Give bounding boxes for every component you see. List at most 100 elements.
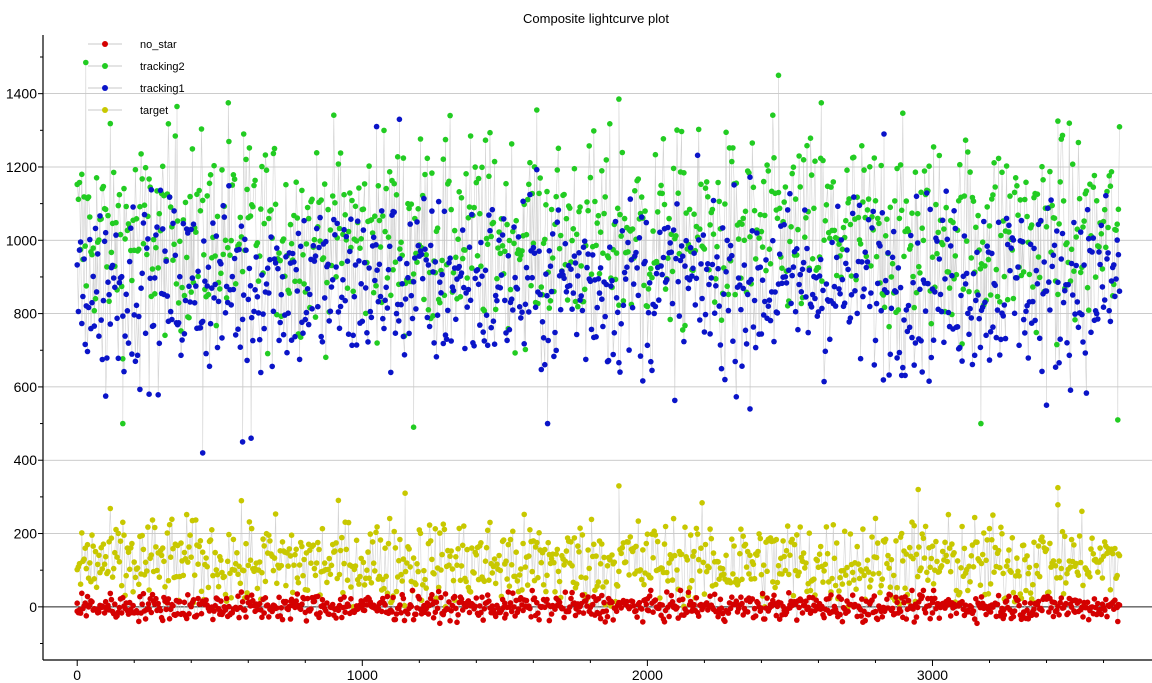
point-tracking1 <box>193 283 199 289</box>
point-tracking2 <box>1096 244 1102 250</box>
point-target <box>924 569 930 576</box>
point-target <box>407 564 414 570</box>
y-tick-label-200: 200 <box>14 526 38 542</box>
point-tracking1 <box>76 247 83 253</box>
point-target <box>867 584 873 590</box>
point-tracking1 <box>380 315 386 322</box>
point-tracking1 <box>471 343 477 349</box>
point-no_star <box>717 596 724 603</box>
point-tracking1 <box>277 319 284 326</box>
point-tracking1 <box>272 260 279 266</box>
point-tracking2 <box>370 289 377 296</box>
point-no_star <box>278 605 285 611</box>
point-tracking1 <box>354 218 361 224</box>
point-tracking2 <box>502 248 508 255</box>
point-target <box>348 584 354 590</box>
legend-marker-no_star <box>102 41 108 47</box>
point-tracking1 <box>532 304 539 311</box>
point-tracking1 <box>333 264 339 270</box>
point-target <box>662 523 669 530</box>
point-tracking1 <box>261 325 268 332</box>
point-tracking1 <box>984 243 990 249</box>
point-tracking1 <box>719 225 726 231</box>
point-target <box>313 560 320 566</box>
point-target <box>260 536 266 542</box>
point-target <box>473 552 480 558</box>
point-tracking1 <box>335 309 342 315</box>
point-tracking1 <box>798 289 805 295</box>
point-tracking1 <box>266 290 272 296</box>
point-tracking2 <box>331 112 337 118</box>
point-tracking1 <box>808 304 815 310</box>
point-no_star <box>638 606 645 612</box>
point-tracking1 <box>971 352 978 359</box>
point-no_star <box>1101 607 1108 613</box>
point-tracking1 <box>372 277 378 284</box>
legend-label-tracking2: tracking2 <box>140 61 185 73</box>
point-no_star <box>1027 600 1034 606</box>
point-target <box>221 573 228 580</box>
point-no_star <box>287 616 294 622</box>
point-target <box>108 535 115 541</box>
point-tracking1 <box>698 261 704 267</box>
point-target <box>441 526 448 533</box>
point-target <box>299 543 305 550</box>
point-tracking1 <box>1068 260 1075 267</box>
point-tracking2 <box>188 289 194 295</box>
point-target <box>510 528 516 535</box>
point-target <box>402 490 408 497</box>
point-target <box>916 544 922 550</box>
point-tracking2 <box>765 168 772 174</box>
point-tracking2 <box>798 300 805 307</box>
point-tracking2 <box>93 175 100 181</box>
point-no_star <box>1116 602 1123 608</box>
point-no_star <box>503 611 509 618</box>
point-target <box>737 550 743 557</box>
point-tracking2 <box>408 201 415 207</box>
point-no_star <box>643 601 650 608</box>
point-target <box>1010 589 1017 596</box>
point-target <box>750 561 757 568</box>
point-no_star <box>711 591 718 598</box>
point-target <box>532 544 539 550</box>
point-target <box>91 576 98 582</box>
point-no_star <box>299 601 305 607</box>
point-target <box>1026 564 1033 571</box>
point-tracking1 <box>759 277 766 284</box>
point-target <box>860 526 866 532</box>
point-target <box>868 577 874 583</box>
point-tracking1 <box>150 322 157 329</box>
point-target <box>1023 587 1029 594</box>
point-tracking2 <box>853 276 859 283</box>
point-tracking2 <box>414 259 420 266</box>
point-tracking1 <box>109 262 116 269</box>
point-tracking1 <box>837 291 843 297</box>
point-no_star <box>597 615 604 622</box>
point-tracking1 <box>1069 292 1076 298</box>
point-tracking2 <box>1056 221 1062 227</box>
point-no_star <box>695 613 702 619</box>
point-target <box>447 553 453 559</box>
point-target <box>231 567 238 573</box>
point-tracking1 <box>101 238 108 245</box>
point-no_star <box>962 602 969 608</box>
point-tracking2 <box>174 218 181 224</box>
point-no_star <box>112 601 118 607</box>
point-no_star <box>1080 614 1086 620</box>
point-target <box>364 567 370 573</box>
point-tracking2 <box>352 203 359 210</box>
point-tracking1 <box>685 285 692 292</box>
point-target <box>843 572 849 578</box>
point-target <box>169 516 175 523</box>
point-tracking1 <box>353 342 360 348</box>
point-tracking1 <box>905 302 912 309</box>
point-tracking1 <box>400 333 407 340</box>
point-tracking1 <box>464 304 471 310</box>
point-no_star <box>508 608 515 615</box>
point-tracking2 <box>299 187 305 194</box>
point-tracking2 <box>491 158 498 165</box>
point-tracking2 <box>312 314 319 320</box>
point-no_star <box>978 594 985 600</box>
point-tracking1 <box>555 207 562 213</box>
point-target <box>243 540 249 547</box>
